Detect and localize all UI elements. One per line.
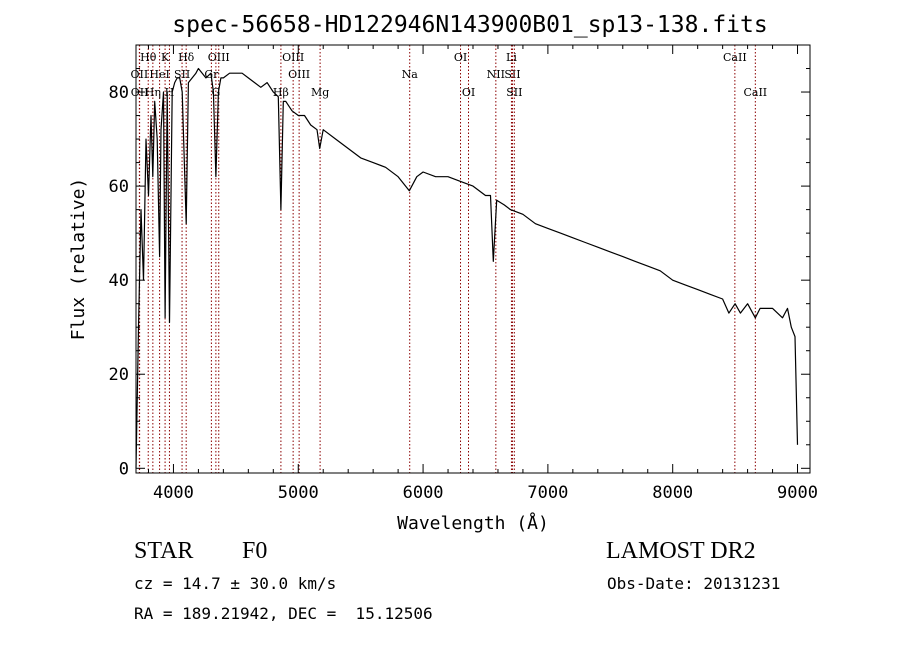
line-marker-label: SII [506, 86, 522, 99]
x-axis-ticks: 4000 5000 6000 7000 8000 9000 [147, 45, 818, 503]
observation-date: Obs-Date: 20131231 [607, 574, 781, 593]
line-marker-label: SII [504, 68, 520, 81]
subclass: F0 [242, 538, 268, 564]
x-tick-label: 9000 [777, 483, 818, 503]
survey-name: LAMOST DR2 [606, 538, 756, 564]
y-axis-ticks: 0 20 40 60 80 [109, 44, 810, 479]
line-marker-label: G [211, 86, 220, 99]
line-marker-label: Hβ [273, 86, 289, 99]
line-marker-label: OIII [282, 51, 304, 64]
spectrum-line [135, 67, 799, 469]
x-axis-label: Wavelength (Å) [397, 512, 549, 534]
line-marker-label: Na [402, 68, 419, 81]
chart-title: spec-56658-HD122946N143900B01_sp13-138.f… [172, 12, 767, 38]
spectrum-series [135, 67, 799, 469]
object-class: STAR [134, 538, 194, 564]
line-marker-label: OI [454, 51, 467, 64]
x-tick-label: 8000 [652, 483, 693, 503]
line-marker-label: H [165, 86, 175, 99]
redshift-velocity: cz = 14.7 ± 30.0 km/s [134, 574, 337, 593]
line-marker-label: OI [462, 86, 475, 99]
line-marker-label: Li [506, 51, 517, 64]
y-tick-label: 60 [109, 177, 129, 197]
line-marker-label: OIII [288, 68, 310, 81]
y-tick-label: 40 [109, 271, 129, 291]
line-marker-label: OIII [208, 51, 230, 64]
line-marker-label: NII [487, 68, 505, 81]
y-axis-label: Flux (relative) [68, 178, 89, 341]
line-marker-label: CaII [723, 51, 747, 64]
line-marker-label: CaII [743, 86, 767, 99]
coordinates: RA = 189.21942, DEC = 15.12506 [134, 604, 433, 623]
x-tick-label: 7000 [527, 483, 568, 503]
x-tick-label: 4000 [153, 483, 194, 503]
line-marker-label: Hη [145, 86, 161, 99]
plot-frame [135, 44, 811, 474]
y-tick-label: 0 [119, 459, 129, 479]
x-tick-label: 6000 [403, 483, 444, 503]
line-marker-label: K [161, 51, 170, 64]
line-marker-label: Hθ [140, 51, 157, 64]
line-marker-label: Hδ [178, 51, 195, 64]
x-tick-label: 5000 [278, 483, 319, 503]
y-tick-label: 80 [109, 83, 129, 103]
y-tick-label: 20 [109, 365, 129, 385]
line-marker-label: Mg [311, 86, 329, 99]
line-marker-label: HeI [149, 68, 169, 81]
